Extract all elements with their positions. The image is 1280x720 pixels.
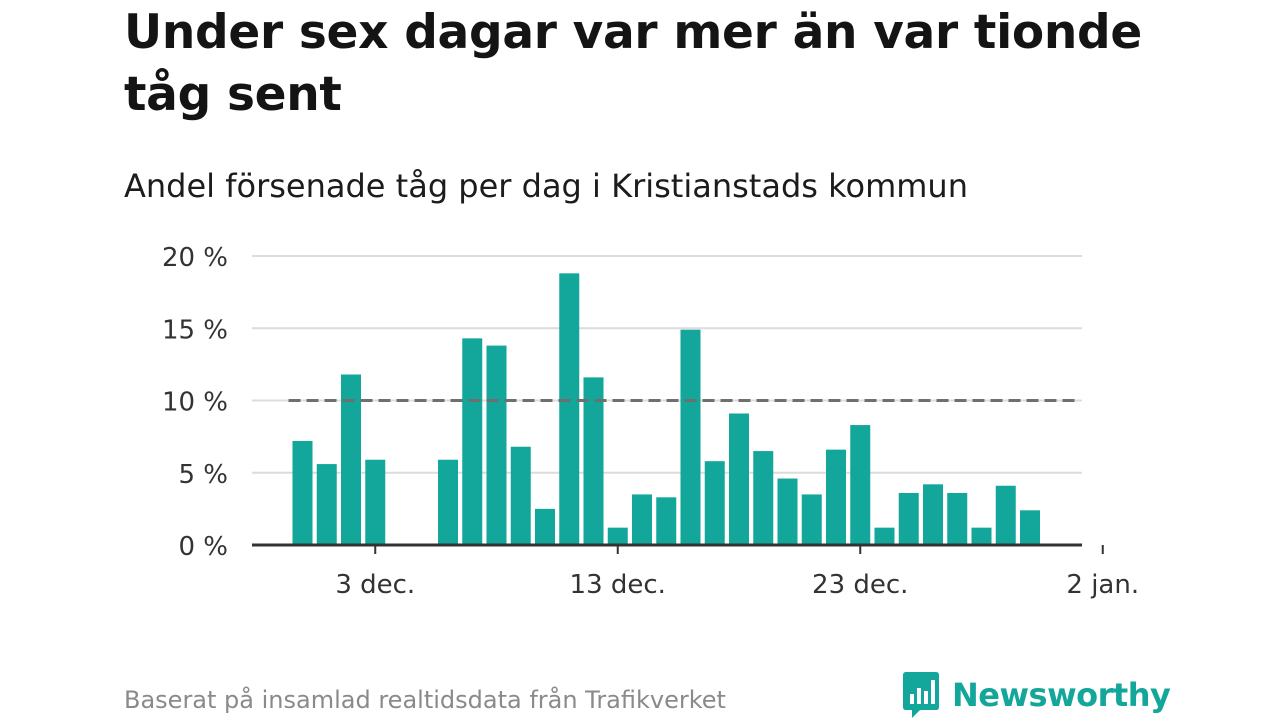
bar-chart-speech-bubble-icon: [903, 672, 939, 718]
y-tick-label: 0 %: [178, 532, 228, 562]
bar: [438, 459, 458, 545]
bar: [777, 478, 798, 545]
gridlines: [252, 255, 1082, 474]
bar: [292, 440, 313, 545]
y-tick-label: 20 %: [162, 243, 228, 273]
brand-logo: Newsworthy: [902, 670, 1171, 720]
axes: 0 % 5 % 10 % 15 % 20 % 3 dec. 13 dec. 23 dec. 2 …: [162, 243, 1139, 600]
bar: [753, 451, 774, 545]
bar: [462, 338, 483, 545]
bar: [995, 485, 1016, 545]
source-note: Baserat på insamlad realtidsdata från Tr…: [124, 686, 726, 714]
chart-subtitle: Andel försenade tåg per dag i Kristianst…: [124, 167, 968, 205]
brand-name: Newsworthy: [952, 676, 1171, 714]
bars: [292, 273, 1040, 545]
y-tick-label: 5 %: [178, 460, 228, 490]
bar: [535, 508, 555, 545]
bar: [850, 425, 871, 545]
bar: [704, 461, 725, 545]
x-tick-label: 13 dec.: [570, 570, 666, 600]
bar: [729, 413, 749, 545]
bar: [632, 494, 652, 545]
bar: [341, 374, 361, 545]
bar: [656, 497, 677, 545]
bar: [947, 492, 968, 545]
chart-title: Under sex dagar var mer än var tionde tå…: [124, 5, 1142, 122]
bar: [486, 345, 507, 545]
x-tick-label: 3 dec.: [335, 570, 415, 600]
bar: [826, 449, 846, 545]
bar: [923, 484, 943, 545]
bar: [898, 492, 919, 545]
x-tick-label: 23 dec.: [812, 570, 908, 600]
y-tick-label: 10 %: [162, 388, 228, 418]
bar: [801, 494, 822, 545]
bar: [1020, 510, 1040, 545]
y-tick-label: 15 %: [162, 315, 228, 345]
bar: [365, 459, 386, 545]
x-tick-label: 2 jan.: [1066, 570, 1139, 600]
bar: [971, 527, 992, 545]
bar: [874, 527, 895, 545]
bar: [583, 377, 604, 545]
bar: [680, 329, 701, 545]
bar: [316, 464, 337, 545]
bar: [559, 273, 580, 545]
bar: [607, 527, 628, 545]
bar: [510, 446, 531, 545]
